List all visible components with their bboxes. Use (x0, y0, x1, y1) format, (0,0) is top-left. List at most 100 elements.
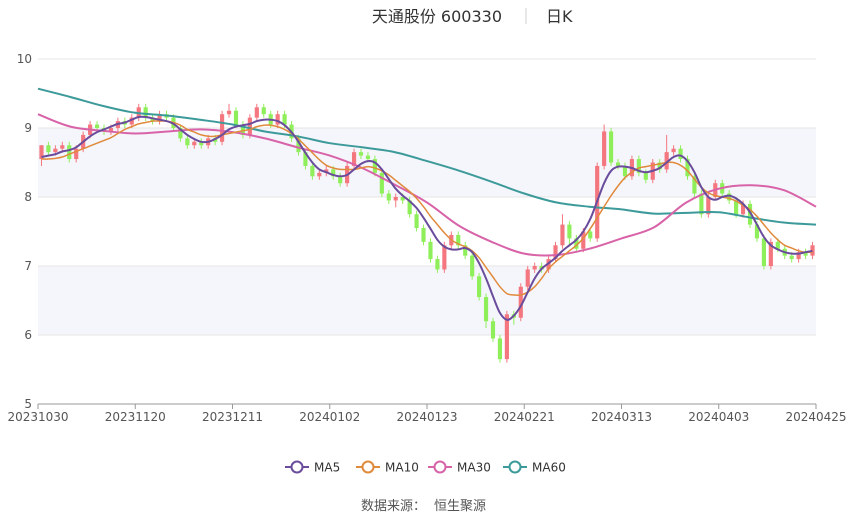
candle[interactable] (553, 241, 558, 263)
candle[interactable] (67, 141, 72, 163)
y-axis: 5 6 7 8 9 10 (17, 52, 32, 411)
candle-body (657, 162, 662, 170)
x-tick-label: 20231030 (7, 410, 68, 424)
candlestick-series[interactable] (39, 103, 815, 363)
candle[interactable] (497, 335, 503, 363)
candle[interactable] (150, 114, 155, 125)
candle[interactable] (602, 124, 607, 170)
legend-item-ma10[interactable]: MA10 (356, 460, 419, 475)
legend[interactable]: MA5 MA10 MA30 MA60 (285, 460, 566, 475)
candle[interactable] (463, 241, 468, 260)
candle[interactable] (768, 238, 773, 270)
moving-average-lines (37, 87, 817, 321)
candle[interactable] (588, 228, 593, 242)
source-label: 数据来源： (361, 499, 426, 514)
y-tick-label: 6 (24, 328, 32, 342)
candle[interactable] (60, 141, 65, 153)
candle[interactable] (692, 172, 697, 197)
candle[interactable] (421, 224, 426, 246)
candle-body (754, 224, 760, 239)
legend-item-ma30[interactable]: MA30 (428, 460, 491, 475)
candle[interactable] (532, 262, 537, 273)
legend-item-ma60[interactable]: MA60 (503, 460, 566, 475)
candle[interactable] (525, 266, 530, 291)
candle[interactable] (46, 141, 51, 156)
candle[interactable] (261, 103, 266, 118)
candle[interactable] (199, 138, 204, 149)
candle[interactable] (428, 238, 433, 263)
candle[interactable] (518, 283, 523, 322)
candle-body (734, 200, 739, 215)
x-tick-label: 20240123 (396, 410, 457, 424)
candle-body (254, 107, 259, 118)
candle[interactable] (747, 200, 753, 229)
candle[interactable] (157, 110, 162, 125)
candle[interactable] (608, 128, 614, 166)
candle-body (282, 114, 287, 125)
candle[interactable] (671, 145, 676, 156)
candle[interactable] (254, 103, 259, 122)
candle[interactable] (636, 155, 641, 177)
legend-item-ma5[interactable]: MA5 (285, 460, 340, 475)
candle[interactable] (803, 248, 808, 260)
candle[interactable] (178, 124, 183, 142)
candle-body (664, 152, 669, 170)
candle[interactable] (185, 134, 190, 149)
candle-body (636, 159, 641, 173)
candle[interactable] (338, 172, 343, 187)
y-tick-label: 5 (24, 397, 32, 411)
candle[interactable] (143, 103, 148, 122)
candle[interactable] (615, 159, 621, 170)
candle[interactable] (483, 293, 489, 329)
candle[interactable] (727, 190, 732, 204)
candle[interactable] (470, 252, 475, 280)
candle[interactable] (386, 190, 391, 204)
candle[interactable] (358, 148, 364, 160)
period-label[interactable]: 日K (546, 7, 573, 26)
candle-body (483, 297, 489, 322)
candle[interactable] (560, 214, 565, 249)
x-tick-label: 20240221 (494, 410, 555, 424)
candle[interactable] (435, 255, 440, 273)
candle[interactable] (678, 145, 683, 163)
candle[interactable] (226, 103, 232, 118)
candle[interactable] (310, 162, 315, 180)
legend-label: MA5 (314, 461, 340, 475)
candle-body (414, 214, 419, 229)
candle-body (671, 148, 676, 153)
candle[interactable] (456, 231, 461, 249)
candle[interactable] (129, 114, 134, 128)
candle[interactable] (664, 134, 669, 173)
candle[interactable] (761, 234, 766, 270)
candle[interactable] (810, 241, 815, 260)
candle-body (199, 141, 204, 146)
candle[interactable] (351, 148, 357, 170)
candle-body (477, 276, 482, 298)
candle[interactable] (39, 145, 44, 166)
candle-body (747, 203, 753, 225)
candle-body (810, 245, 815, 256)
candle-body (602, 131, 607, 166)
candle[interactable] (393, 193, 398, 208)
candle[interactable] (240, 121, 246, 139)
candle[interactable] (567, 221, 572, 246)
candle[interactable] (219, 110, 225, 146)
candle[interactable] (317, 169, 322, 180)
candle-body (317, 172, 322, 177)
candle[interactable] (414, 210, 419, 232)
x-tick-label: 20240313 (591, 410, 652, 424)
candle-body (400, 197, 405, 201)
candle[interactable] (372, 155, 377, 177)
candle[interactable] (490, 317, 496, 342)
candle[interactable] (275, 110, 280, 128)
candle[interactable] (574, 234, 579, 253)
candle[interactable] (657, 159, 662, 173)
candle-body (275, 114, 280, 125)
candle[interactable] (379, 169, 384, 197)
candle[interactable] (477, 272, 482, 301)
candle-body (74, 148, 79, 160)
candle-body (53, 148, 58, 153)
candle-body (532, 266, 537, 270)
